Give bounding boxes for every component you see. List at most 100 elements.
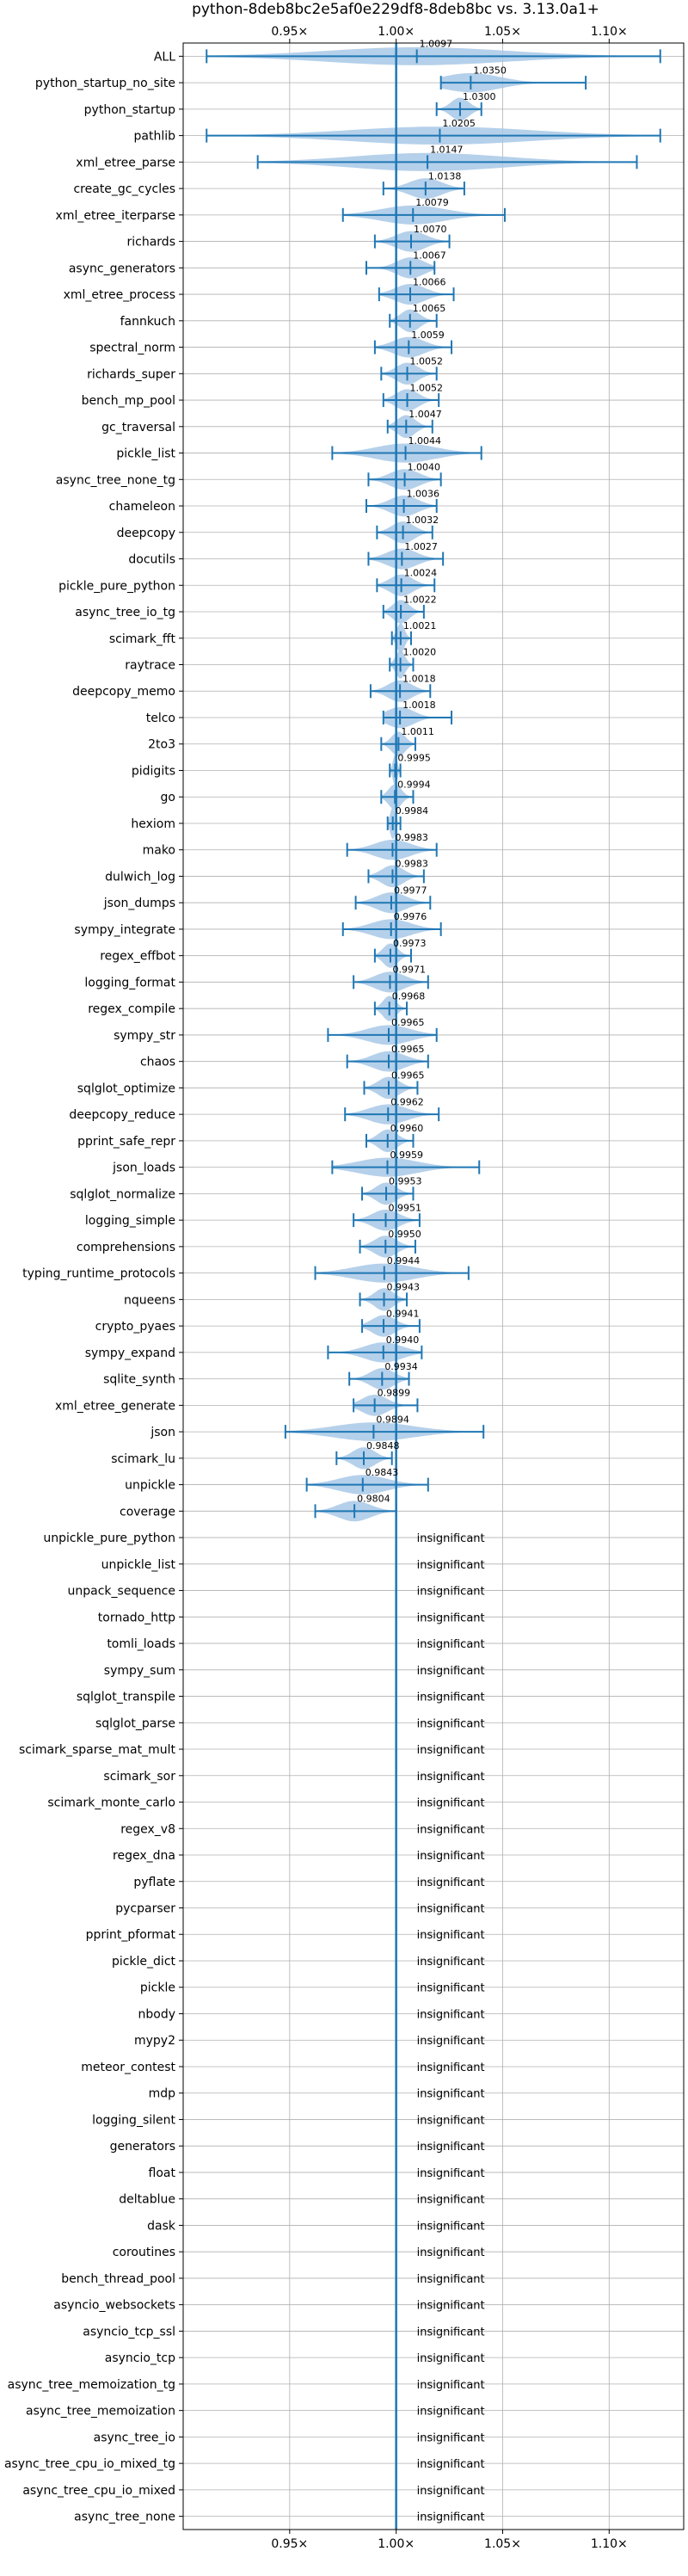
insignificant-label: insignificant [417,2141,485,2154]
benchmark-label: pickle_dict [112,1955,176,1969]
insignificant-label: insignificant [417,2431,485,2444]
value-label: 1.0300 [463,91,496,102]
insignificant-label: insignificant [417,2352,485,2365]
value-label: 0.9959 [390,1149,424,1161]
benchmark-label: scimark_lu [111,1452,175,1466]
x-tick-label-top: 1.00× [378,25,415,39]
benchmark-label: regex_v8 [120,1822,175,1836]
benchmark-label: logging_silent [92,2113,175,2127]
benchmark-label: meteor_contest [81,2061,175,2074]
value-label: 1.0020 [403,647,437,658]
value-label: 1.0079 [415,197,449,208]
benchmark-label: asyncio_websockets [53,2299,175,2313]
benchmark-label: scimark_fft [109,632,176,646]
benchmark-label: xml_etree_iterparse [56,209,175,223]
value-label: 1.0138 [428,170,462,182]
value-label: 1.0070 [414,224,446,235]
value-label: 1.0018 [402,699,436,711]
value-label: 0.9965 [391,1044,425,1055]
insignificant-label: insignificant [417,1982,485,1995]
label-layer: 0.95× 0.95× 1.00× 1.00× 1.05× 1.05× 1.10× 1.10×… [4,25,628,2551]
insignificant-label: insignificant [417,2300,485,2313]
benchmark-label: unpickle_list [101,1558,176,1572]
value-label: 0.9848 [366,1440,400,1451]
value-label: 0.9899 [378,1388,411,1399]
insignificant-label: insignificant [417,2406,485,2419]
benchmark-label: sqlite_synth [103,1373,175,1387]
benchmark-label: chameleon [109,500,175,514]
value-label: 1.0205 [442,118,476,129]
benchmark-label: async_tree_none [74,2511,175,2524]
benchmark-label: fannkuch [120,315,175,329]
insignificant-label: insignificant [417,1717,485,1730]
insignificant-label: insignificant [417,1771,485,1784]
benchmark-label: sympy_sum [104,1664,175,1678]
benchmark-label: telco [146,712,175,725]
value-label: 1.0066 [413,276,446,287]
benchmark-label: scimark_monte_carlo [47,1796,175,1810]
value-label: 1.0036 [407,488,440,499]
value-label: 0.9843 [366,1467,399,1478]
benchmark-label: coverage [120,1505,175,1519]
benchmark-label: asyncio_tcp_ssl [83,2325,175,2339]
benchmark-label: python_startup [84,103,175,117]
value-label: 0.9953 [389,1176,422,1187]
benchmark-label: bench_mp_pool [82,394,175,408]
value-label: 0.9965 [391,1070,425,1082]
value-label: 0.9984 [396,805,429,817]
benchmark-label: unpack_sequence [68,1585,175,1599]
insignificant-label: insignificant [417,2246,485,2259]
insignificant-label: insignificant [417,2485,485,2498]
value-label: 1.0067 [413,250,446,262]
benchmark-label: pickle [140,1981,175,1995]
value-label: 1.0047 [408,409,442,420]
value-label: 1.0059 [411,330,445,341]
value-label: 0.9976 [394,911,427,922]
insignificant-label: insignificant [417,2194,485,2207]
value-label: 1.0011 [401,726,434,737]
value-label: 1.0040 [408,462,440,473]
x-tick-label-top: 0.95× [271,25,308,39]
insignificant-label: insignificant [417,2458,485,2471]
insignificant-label: insignificant [417,2061,485,2074]
benchmark-label: sympy_integrate [74,923,175,937]
benchmark-label: sqlglot_optimize [77,1082,175,1095]
benchmark-label: comprehensions [77,1241,175,1254]
value-label: 1.0018 [402,673,436,684]
insignificant-label: insignificant [417,1559,485,1572]
insignificant-label: insignificant [417,2035,485,2048]
x-tick-label-bottom: 1.00× [378,2537,415,2551]
insignificant-label: insignificant [417,2511,485,2524]
value-label: 0.9960 [390,1123,424,1134]
value-label: 1.0065 [413,303,446,314]
benchmark-label: ALL [154,50,175,64]
value-label: 1.0032 [406,515,439,526]
value-label: 1.0044 [408,435,442,447]
x-tick-label-top: 1.10× [591,25,628,39]
insignificant-label: insignificant [417,1956,485,1969]
insignificant-label: insignificant [417,1797,485,1810]
benchmark-label: dulwich_log [105,870,175,884]
benchmark-label: pycparser [115,1902,175,1916]
benchmark-label: logging_simple [85,1214,175,1228]
benchmark-label: sqlglot_parse [95,1716,175,1730]
benchmark-label: pyflate [133,1876,175,1889]
value-label: 0.9977 [394,884,427,896]
benchmark-label: sympy_expand [85,1347,175,1360]
insignificant-label: insignificant [417,1586,485,1599]
benchmark-label: deepcopy [117,527,175,540]
benchmark-label: async_tree_cpu_io_mixed [22,2484,175,2498]
value-label: 0.9973 [393,938,427,949]
benchmark-label: docutils [128,553,175,567]
benchmark-label: mypy2 [134,2034,175,2048]
value-label: 0.9894 [376,1414,409,1425]
value-label: 0.9940 [386,1334,420,1346]
insignificant-label: insignificant [417,1665,485,1678]
benchmark-label: sympy_str [114,1029,175,1043]
benchmark-label: float [149,2166,176,2180]
benchmark-label: richards [127,236,176,250]
value-label: 0.9951 [389,1202,422,1213]
value-label: 0.9965 [391,1017,425,1028]
